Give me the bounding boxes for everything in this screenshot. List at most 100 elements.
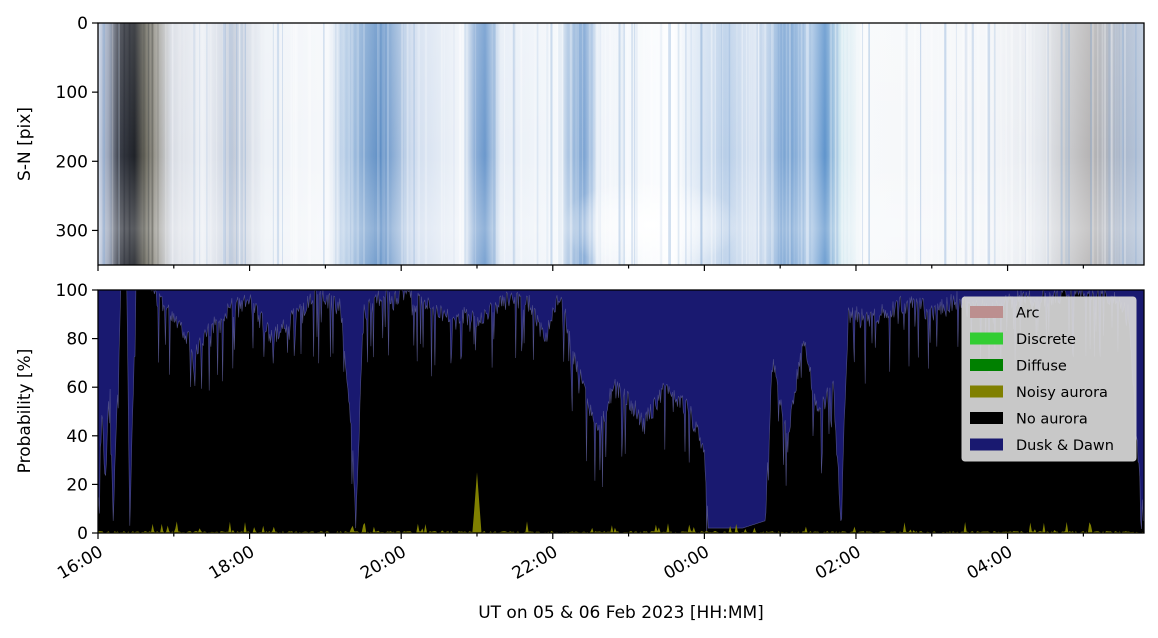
keogram-streak — [691, 23, 692, 265]
keogram-streak — [559, 23, 560, 265]
keogram-streak — [685, 23, 686, 265]
keogram-streak — [290, 23, 292, 265]
keogram-streak — [277, 23, 279, 265]
legend-swatch-no-aurora — [970, 412, 1003, 424]
keogram-streak — [626, 23, 628, 265]
keogram-streak — [323, 23, 325, 265]
probability-y-tick-label: 20 — [66, 475, 88, 495]
keogram-streak — [336, 23, 339, 265]
keogram-streak — [193, 23, 195, 265]
keogram-streak — [736, 23, 737, 265]
keogram-streak — [1124, 23, 1126, 265]
probability-x-tick-label: 04:00 — [964, 542, 1016, 584]
keogram-streak — [184, 23, 185, 265]
keogram-streak — [129, 23, 131, 265]
keogram-streak — [547, 23, 550, 265]
legend-swatch-diffuse — [970, 359, 1003, 371]
keogram-streak — [680, 23, 682, 265]
keogram-streak — [459, 23, 461, 265]
keogram-streak — [356, 23, 358, 265]
keogram-streak — [809, 23, 811, 265]
keogram-streak — [238, 23, 240, 265]
keogram-streak — [801, 23, 802, 265]
keogram-streak — [944, 23, 946, 265]
keogram-streak — [1092, 23, 1094, 265]
keogram-streak — [914, 23, 916, 265]
keogram-streak — [374, 23, 375, 265]
keogram-streak — [803, 23, 804, 265]
keogram-streak — [261, 23, 263, 265]
keogram-streak — [866, 23, 869, 265]
keogram-streak — [418, 23, 421, 265]
probability-y-tick-label: 40 — [66, 427, 88, 447]
probability-x-axis: 16:00 18:00 20:00 22:00 00:00 02:00 04:00 — [54, 533, 1083, 584]
keogram-streak — [623, 23, 625, 265]
keogram-streak — [589, 23, 591, 265]
probability-x-tick-label: 02:00 — [812, 542, 864, 584]
keogram-streak — [1097, 23, 1098, 265]
keogram-streak — [210, 23, 212, 265]
legend-label-no-aurora: No aurora — [1016, 412, 1088, 428]
keogram-streak — [343, 23, 344, 265]
keogram-streak — [401, 23, 403, 265]
keogram-streak — [758, 23, 759, 265]
keogram-streak — [1065, 23, 1067, 265]
legend: ArcDiscreteDiffuseNoisy auroraNo auroraD… — [962, 297, 1136, 461]
keogram-streak — [619, 23, 621, 265]
keogram-streak — [143, 23, 145, 265]
keogram-y-tick-label: 100 — [56, 83, 88, 103]
keogram-streak — [407, 23, 408, 265]
keogram-streak — [584, 23, 585, 265]
keogram-streak — [391, 23, 392, 265]
keogram-streak — [711, 23, 713, 265]
keogram-streak — [383, 23, 384, 265]
keogram-streak — [798, 23, 799, 265]
keogram-streak — [605, 23, 606, 265]
keogram-streak — [404, 23, 405, 265]
keogram-streak — [1029, 23, 1031, 265]
keogram-streak — [240, 23, 241, 265]
keogram-streak — [1027, 23, 1028, 265]
keogram-streak — [251, 23, 253, 265]
probability-x-tick-label: 20:00 — [357, 542, 409, 584]
keogram-streak — [520, 23, 522, 265]
keogram-streak — [340, 23, 342, 265]
keogram-streak — [746, 23, 747, 265]
keogram-streak — [749, 23, 750, 265]
keogram-streak — [582, 23, 583, 265]
keogram-streak — [413, 23, 414, 265]
keogram-streak — [950, 23, 952, 265]
keogram-streak — [591, 23, 593, 265]
keogram-streak — [598, 23, 600, 265]
keogram-streak — [962, 23, 964, 265]
keogram-streak — [1019, 23, 1020, 265]
keogram-streak — [157, 23, 158, 265]
legend-box — [962, 297, 1136, 461]
keogram-streak — [865, 23, 866, 265]
keogram-streak — [178, 23, 179, 265]
keogram-streak — [236, 23, 237, 265]
keogram-streak — [231, 23, 233, 265]
keogram-streak — [611, 23, 613, 265]
keogram-streak — [103, 23, 105, 265]
keogram-streak — [550, 23, 552, 265]
keogram-streak — [634, 23, 635, 265]
keogram-panel: 0100200300 S-N [pix] — [15, 14, 1144, 271]
keogram-streak — [1011, 23, 1013, 265]
probability-y-axis: 020406080100 — [56, 281, 98, 544]
keogram-streak — [786, 23, 789, 265]
keogram-streak — [1102, 23, 1104, 265]
keogram-streak — [199, 23, 200, 265]
legend-label-discrete: Discrete — [1016, 332, 1076, 348]
keogram-streak — [650, 23, 653, 265]
keogram-streak — [504, 23, 505, 265]
keogram-streak — [569, 23, 572, 265]
keogram-streak — [173, 23, 174, 265]
keogram-streak — [444, 23, 445, 265]
keogram-streak — [562, 23, 564, 265]
keogram-y-tick-label: 300 — [56, 221, 88, 241]
keogram-streak — [771, 23, 774, 265]
keogram-streak — [615, 23, 616, 265]
keogram-streak — [994, 23, 996, 265]
keogram-streak — [1115, 23, 1116, 265]
